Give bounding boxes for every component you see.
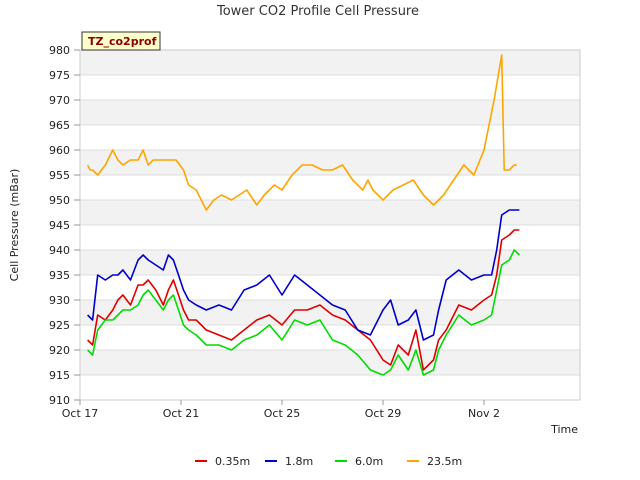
y-tick-label: 960 [49,144,70,157]
x-tick-label: Oct 25 [264,407,301,420]
y-tick-label: 945 [49,219,70,232]
grid-bands [80,50,580,375]
legend-label: 0.35m [215,455,250,468]
y-tick-label: 935 [49,269,70,282]
grid-band [80,350,580,375]
y-tick-label: 970 [49,94,70,107]
series-lines [86,54,520,376]
legend-label: 23.5m [427,455,462,468]
y-tick-label: 955 [49,169,70,182]
y-tick-label: 930 [49,294,70,307]
y-tick-label: 940 [49,244,70,257]
station-badge: TZ_co2prof [81,31,161,51]
x-tick-label: Oct 29 [365,407,402,420]
series-line-0.35m [87,229,520,371]
grid-band [80,150,580,175]
series-line-6.0m [87,249,520,376]
x-axis-ticks: Oct 17 Oct 21 Oct 25 Oct 29 Nov 2 [62,400,500,420]
y-tick-label: 980 [49,44,70,57]
x-tick-label: Oct 21 [163,407,200,420]
series-line-23.5m [86,54,517,211]
y-tick-label: 920 [49,344,70,357]
grid-band [80,200,580,225]
y-tick-label: 975 [49,69,70,82]
x-tick-label: Oct 17 [62,407,99,420]
y-tick-label: 910 [49,394,70,407]
legend: 0.35m 1.8m 6.0m 23.5m [195,455,462,468]
y-tick-label: 965 [49,119,70,132]
y-tick-label: 950 [49,194,70,207]
y-tick-label: 915 [49,369,70,382]
station-badge-label: TZ_co2prof [88,35,157,48]
x-tick-label: Nov 2 [468,407,500,420]
grid-band [80,50,580,75]
legend-label: 1.8m [285,455,313,468]
y-axis-label: Cell Pressure (mBar) [8,169,21,282]
y-tick-label: 925 [49,319,70,332]
legend-label: 6.0m [355,455,383,468]
series-line-1.8m [87,209,520,341]
grid-band [80,100,580,125]
chart-title: Tower CO2 Profile Cell Pressure [216,4,419,19]
x-axis-label: Time [550,423,578,436]
y-axis-ticks: 910 915 920 925 930 935 940 945 950 955 960 965 970 9… [49,44,80,407]
